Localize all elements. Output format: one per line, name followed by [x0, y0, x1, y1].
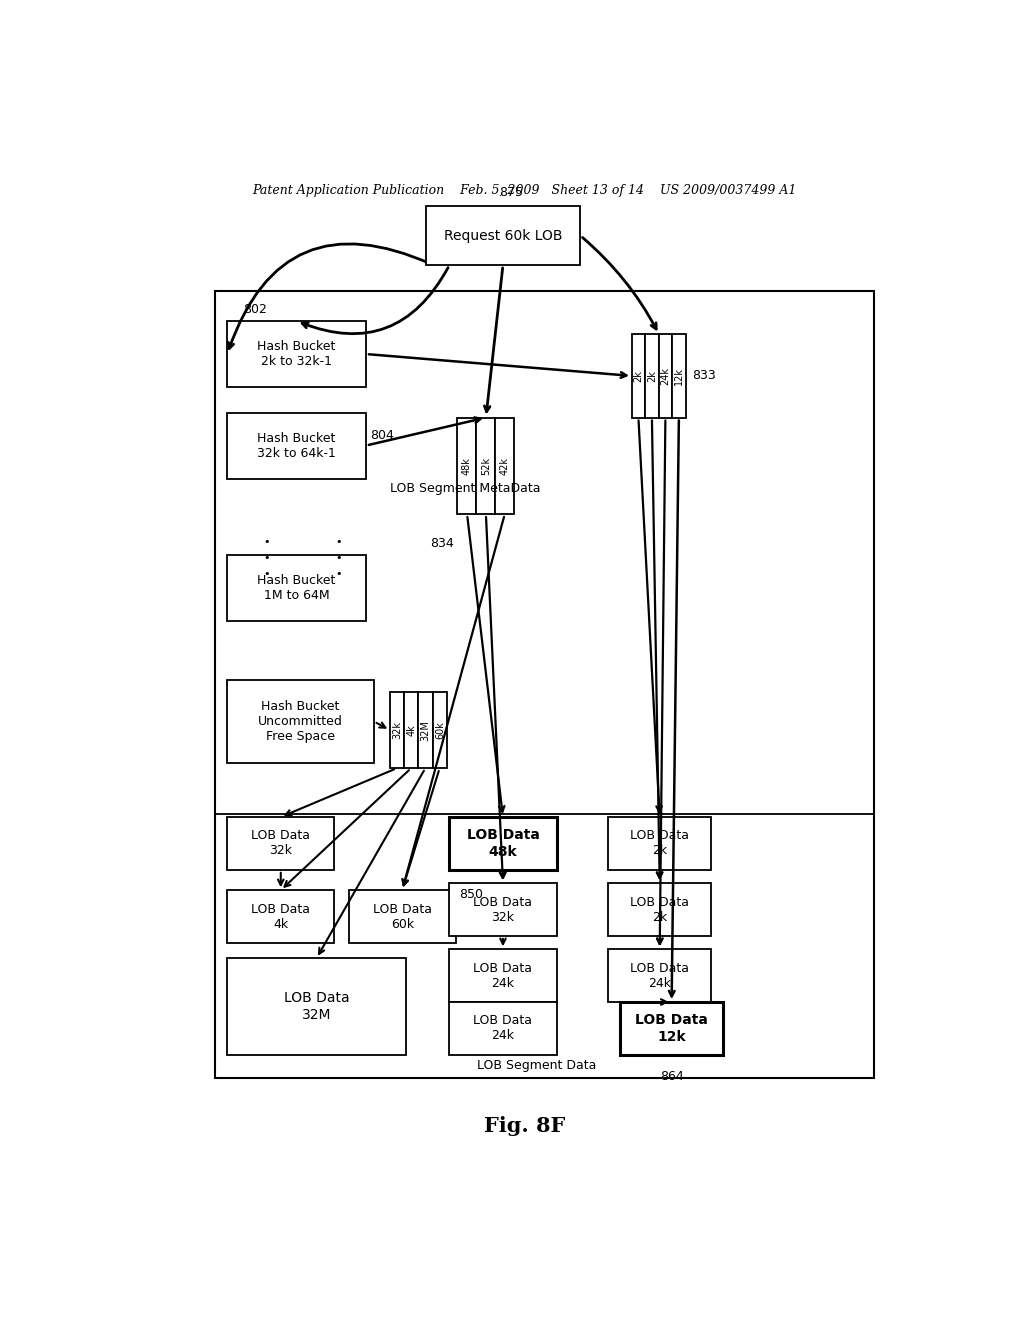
Text: LOB Data
2k: LOB Data 2k [630, 829, 689, 858]
FancyBboxPatch shape [450, 817, 557, 870]
FancyBboxPatch shape [426, 206, 581, 265]
Text: LOB Data
32k: LOB Data 32k [251, 829, 310, 858]
Text: 32M: 32M [421, 719, 431, 741]
FancyBboxPatch shape [608, 817, 712, 870]
FancyBboxPatch shape [458, 417, 476, 515]
Text: Hash Bucket
2k to 32k-1: Hash Bucket 2k to 32k-1 [257, 341, 336, 368]
Text: LOB Segment MetaData: LOB Segment MetaData [390, 482, 541, 495]
FancyBboxPatch shape [450, 949, 557, 1002]
Text: 804: 804 [370, 429, 394, 442]
FancyBboxPatch shape [227, 890, 334, 942]
FancyBboxPatch shape [608, 949, 712, 1002]
Text: Hash Bucket
32k to 64k-1: Hash Bucket 32k to 64k-1 [257, 432, 336, 459]
Text: •: • [263, 537, 270, 546]
FancyBboxPatch shape [227, 554, 367, 620]
Text: 2k: 2k [647, 370, 657, 381]
FancyBboxPatch shape [227, 817, 334, 870]
Text: 850: 850 [460, 888, 483, 902]
FancyBboxPatch shape [404, 692, 419, 768]
Text: Hash Bucket
1M to 64M: Hash Bucket 1M to 64M [257, 574, 336, 602]
FancyBboxPatch shape [608, 883, 712, 936]
FancyBboxPatch shape [227, 958, 406, 1055]
Text: LOB Segment Data: LOB Segment Data [477, 1059, 597, 1072]
Text: 875: 875 [499, 186, 523, 199]
FancyBboxPatch shape [476, 417, 496, 515]
FancyBboxPatch shape [620, 1002, 723, 1055]
Text: LOB Data
24k: LOB Data 24k [630, 961, 689, 990]
Text: LOB Data
32k: LOB Data 32k [473, 895, 532, 924]
FancyBboxPatch shape [658, 334, 673, 417]
Text: LOB Data
60k: LOB Data 60k [373, 903, 432, 931]
FancyBboxPatch shape [673, 334, 686, 417]
Text: •: • [335, 553, 342, 562]
Text: 802: 802 [243, 304, 267, 315]
Text: 864: 864 [659, 1071, 683, 1084]
Text: 2k: 2k [634, 370, 644, 381]
Text: LOB Data
2k: LOB Data 2k [630, 895, 689, 924]
FancyBboxPatch shape [450, 1002, 557, 1055]
Text: LOB Data
4k: LOB Data 4k [251, 903, 310, 931]
FancyBboxPatch shape [450, 883, 557, 936]
FancyBboxPatch shape [496, 417, 514, 515]
Text: 834: 834 [430, 536, 454, 549]
FancyBboxPatch shape [215, 290, 873, 1078]
Text: Request 60k LOB: Request 60k LOB [443, 228, 562, 243]
Text: Hash Bucket
Uncommitted
Free Space: Hash Bucket Uncommitted Free Space [258, 700, 343, 743]
Text: 48k: 48k [462, 457, 472, 475]
FancyBboxPatch shape [227, 412, 367, 479]
Text: 833: 833 [692, 370, 716, 383]
Text: 12k: 12k [674, 367, 684, 385]
FancyBboxPatch shape [227, 680, 374, 763]
Text: 52k: 52k [481, 457, 490, 475]
FancyBboxPatch shape [348, 890, 456, 942]
Text: •: • [335, 537, 342, 546]
Text: •: • [263, 553, 270, 562]
FancyBboxPatch shape [632, 334, 645, 417]
FancyBboxPatch shape [645, 334, 658, 417]
Text: 32k: 32k [392, 721, 402, 739]
Text: •: • [335, 569, 342, 579]
Text: LOB Data
12k: LOB Data 12k [635, 1014, 708, 1044]
FancyBboxPatch shape [390, 692, 404, 768]
FancyBboxPatch shape [227, 321, 367, 387]
Text: 42k: 42k [500, 457, 510, 475]
Text: 60k: 60k [435, 721, 444, 739]
Text: LOB Data
24k: LOB Data 24k [473, 1015, 532, 1043]
Text: LOB Data
32M: LOB Data 32M [284, 991, 349, 1022]
Text: Fig. 8F: Fig. 8F [484, 1115, 565, 1137]
Text: 24k: 24k [660, 367, 671, 385]
FancyBboxPatch shape [419, 692, 433, 768]
Text: LOB Data
24k: LOB Data 24k [473, 961, 532, 990]
Text: 4k: 4k [407, 725, 417, 737]
Text: Patent Application Publication    Feb. 5, 2009   Sheet 13 of 14    US 2009/00374: Patent Application Publication Feb. 5, 2… [253, 183, 797, 197]
FancyBboxPatch shape [433, 692, 447, 768]
Text: •: • [263, 569, 270, 579]
Text: LOB Data
48k: LOB Data 48k [467, 829, 540, 858]
